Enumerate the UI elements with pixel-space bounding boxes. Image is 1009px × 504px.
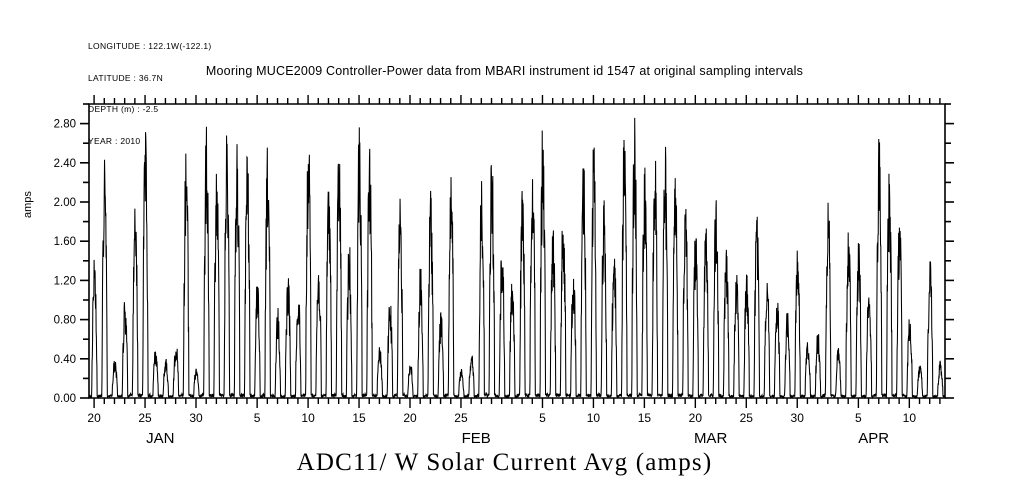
x-axis-month-labels: JAN FEB MAR APR — [146, 430, 889, 447]
svg-text:15: 15 — [352, 411, 366, 425]
svg-text:APR: APR — [858, 430, 889, 447]
data-line — [88, 117, 946, 400]
svg-text:0.00: 0.00 — [54, 393, 76, 405]
svg-text:25: 25 — [454, 411, 468, 425]
metadata-longitude: LONGITUDE : 122.1W(-122.1) — [88, 41, 212, 51]
y-axis-ticks: 0.00 0.40 0.80 1.20 1.60 2.00 2.40 2.80 — [54, 103, 954, 405]
svg-text:1.60: 1.60 — [54, 236, 76, 248]
metadata-block: LONGITUDE : 122.1W(-122.1) LATITUDE : 36… — [88, 20, 212, 157]
svg-text:1.20: 1.20 — [54, 275, 76, 287]
svg-text:MAR: MAR — [694, 430, 728, 447]
chart-caption: ADC11/ W Solar Current Avg (amps) — [296, 449, 713, 476]
metadata-depth: DEPTH (m) : -2.5 — [88, 104, 159, 114]
svg-text:15: 15 — [638, 411, 652, 425]
metadata-latitude: LATITUDE : 36.7N — [88, 72, 164, 83]
svg-text:20: 20 — [403, 411, 417, 425]
svg-text:FEB: FEB — [462, 430, 491, 447]
svg-text:20: 20 — [87, 411, 101, 425]
metadata-year: YEAR : 2010 — [88, 135, 141, 146]
svg-text:0.40: 0.40 — [54, 354, 76, 366]
svg-text:10: 10 — [587, 411, 601, 425]
svg-text:2.00: 2.00 — [54, 197, 76, 209]
svg-text:JAN: JAN — [146, 430, 174, 447]
svg-text:5: 5 — [254, 411, 261, 425]
svg-text:30: 30 — [791, 411, 805, 425]
svg-text:2.80: 2.80 — [54, 119, 76, 131]
svg-text:30: 30 — [189, 411, 203, 425]
svg-text:10: 10 — [903, 411, 917, 425]
svg-text:5: 5 — [855, 411, 862, 425]
svg-text:25: 25 — [740, 411, 754, 425]
svg-text:5: 5 — [539, 411, 546, 425]
svg-text:2.40: 2.40 — [54, 158, 76, 170]
svg-text:25: 25 — [138, 411, 152, 425]
svg-text:20: 20 — [689, 411, 703, 425]
chart-title: Mooring MUCE2009 Controller-Power data f… — [205, 64, 804, 78]
svg-text:0.80: 0.80 — [54, 315, 76, 327]
x-axis-ticks: 20 25 30 5 10 15 20 25 5 10 15 20 25 30 5 10 — [87, 95, 941, 425]
svg-text:10: 10 — [301, 411, 315, 425]
